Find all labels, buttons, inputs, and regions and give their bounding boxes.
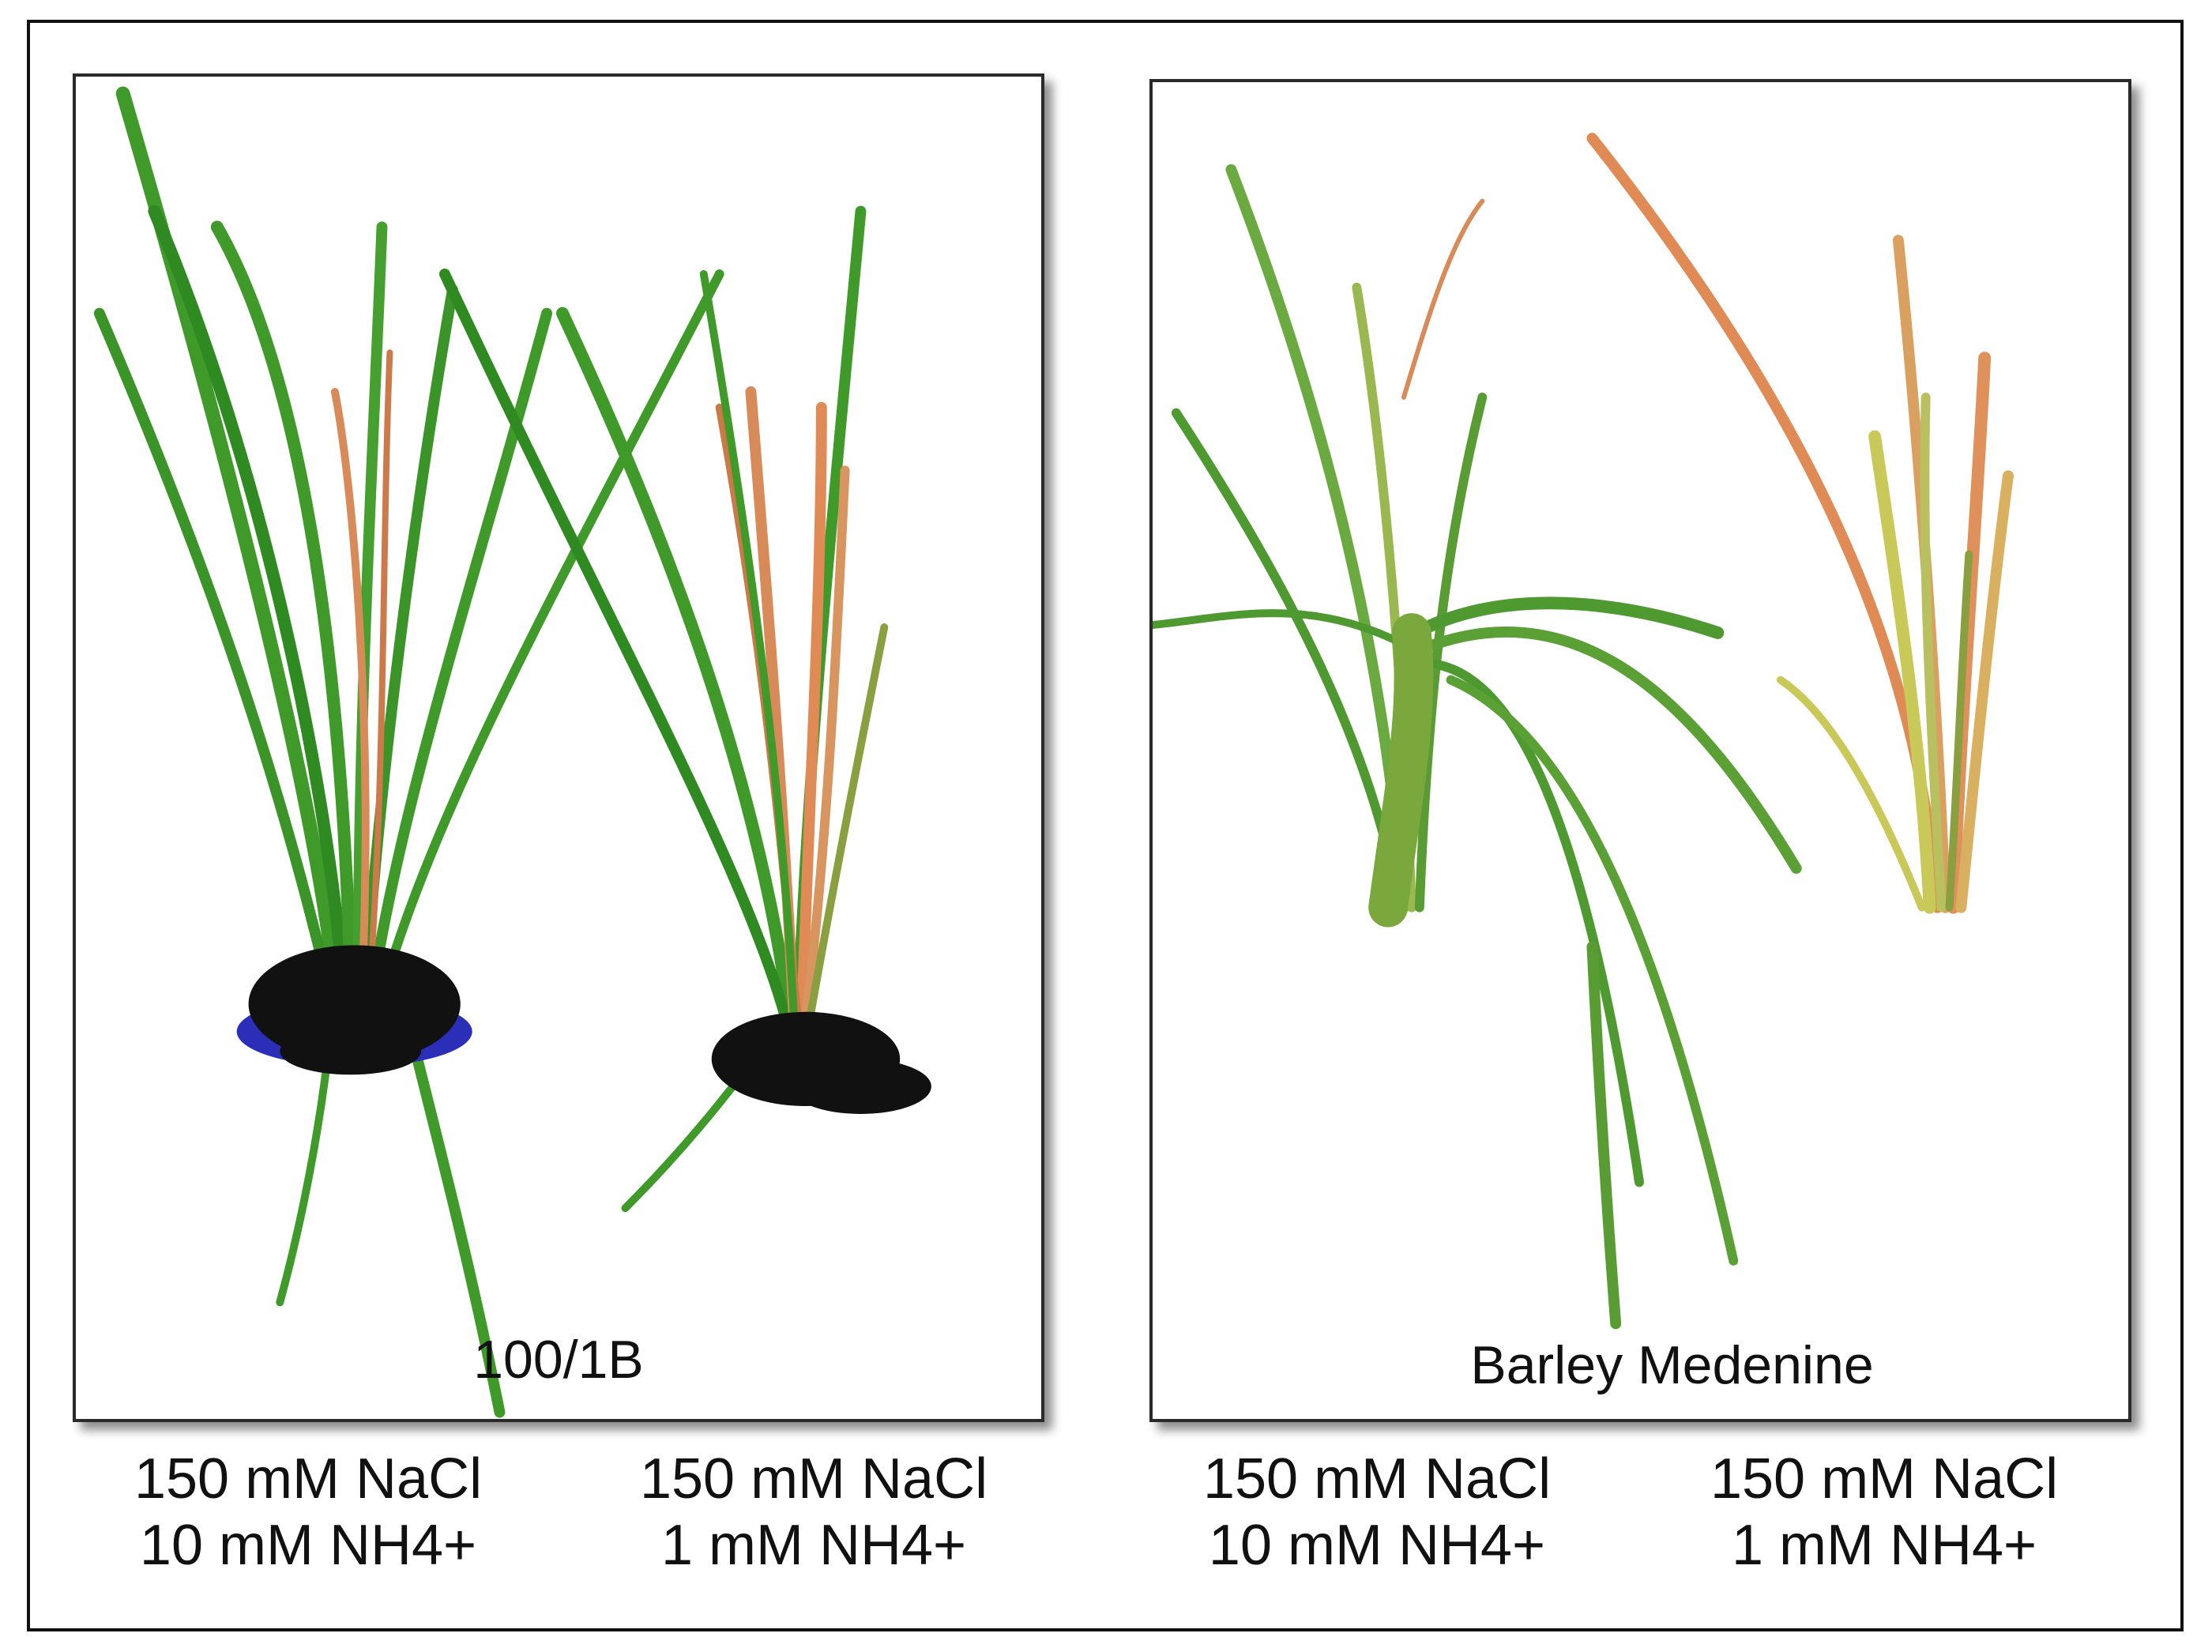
treatment-label-medenine-1mm: 150 mM NaCl 1 mM NH4+ [1647,1446,2121,1579]
treatment-label-100-1b-1mm: 150 mM NaCl 1 mM NH4+ [577,1446,1051,1579]
treatment-label-medenine-10mm: 150 mM NaCl 10 mM NH4+ [1140,1446,1614,1579]
plant-photo-barley-medenine [1153,133,2014,1330]
plant-right-stressed [438,205,889,1213]
nacl-text: 150 mM NaCl [1710,1447,2059,1511]
plant-medenine-right [1586,133,2014,914]
plant-left-healthy [93,86,724,1418]
plant-medenine-left [1153,164,1802,1330]
soil-clump-left [248,945,461,1063]
panel-barley-medenine: Barley Medenine [1149,79,2131,1422]
nacl-text: 150 mM NaCl [1202,1447,1552,1511]
nacl-text: 150 mM NaCl [134,1447,483,1511]
nh4-text: 10 mM NH4+ [1208,1514,1546,1577]
nh4-text: 1 mM NH4+ [1731,1514,2037,1577]
nh4-text: 1 mM NH4+ [660,1514,967,1577]
nacl-text: 150 mM NaCl [639,1447,988,1511]
panel-label-barley-medenine: Barley Medenine [1470,1335,1874,1395]
panel-100-1b: 100/1B [73,73,1044,1422]
nh4-text: 10 mM NH4+ [139,1514,477,1577]
plant-photo-100-1b [93,86,931,1418]
treatment-label-100-1b-10mm: 150 mM NaCl 10 mM NH4+ [71,1446,545,1579]
panel-label-100-1b: 100/1B [473,1330,644,1390]
